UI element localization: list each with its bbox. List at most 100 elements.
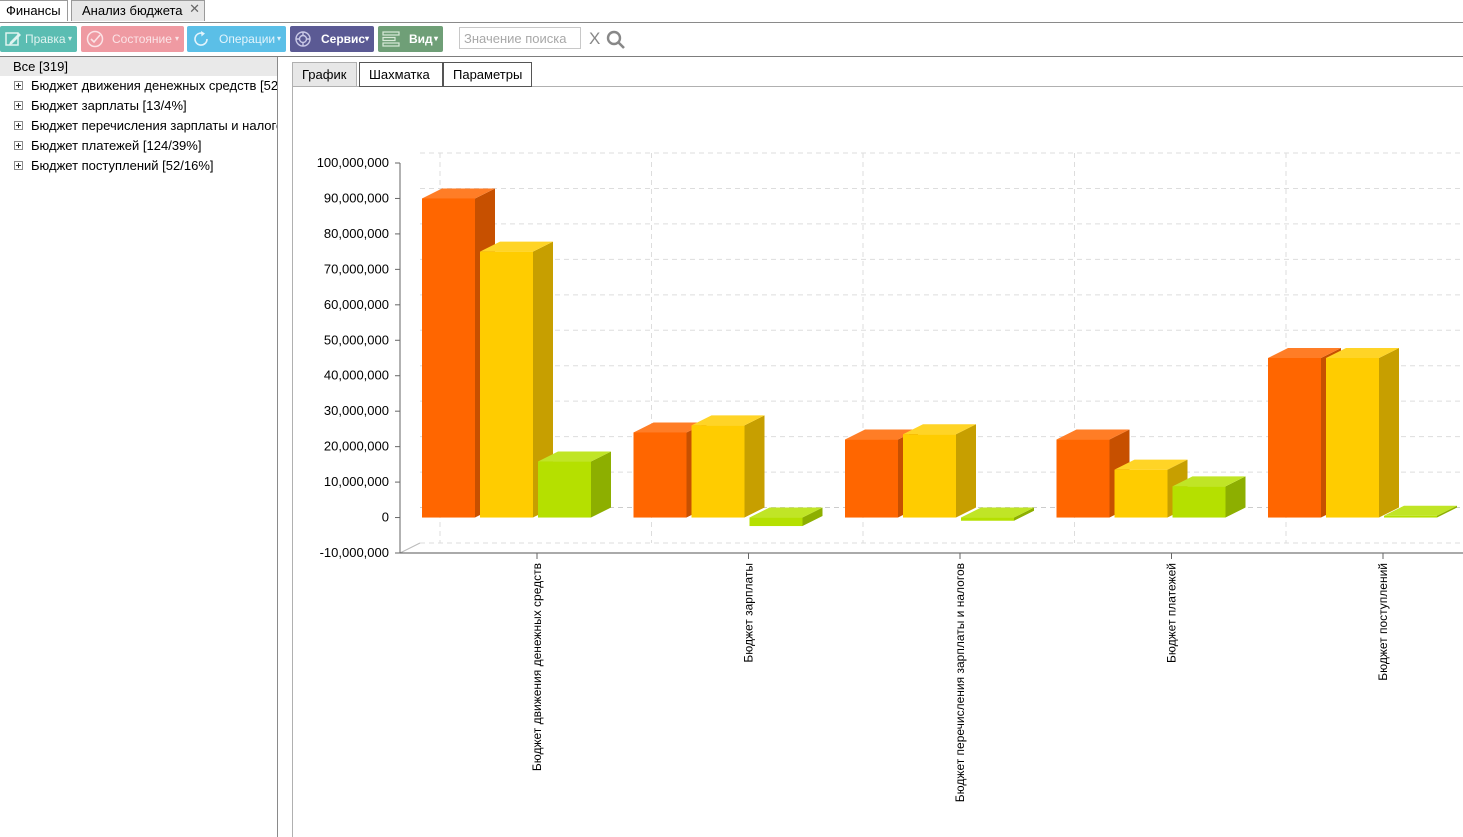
service-button-label: Сервис (321, 32, 366, 46)
bar (845, 439, 898, 518)
operations-button-label: Операции (219, 32, 276, 46)
bar-top (691, 415, 765, 426)
expand-plus-icon[interactable] (14, 161, 23, 170)
bar (1268, 358, 1321, 518)
expand-plus-icon[interactable] (14, 81, 23, 90)
bar (422, 198, 475, 518)
x-tick-label: Бюджет перечисления зарплаты и налогов (953, 563, 967, 802)
bar-top (749, 507, 823, 518)
bar-top (961, 507, 1034, 518)
tree-item-label: Бюджет зарплаты [13/4%] (31, 98, 187, 113)
bar-side (1437, 505, 1457, 518)
clear-search-button[interactable]: X (589, 29, 601, 48)
bar (1326, 358, 1379, 518)
bar (1172, 486, 1226, 518)
expand-plus-icon[interactable] (14, 141, 23, 150)
bar-side (744, 415, 765, 518)
y-tick-label: 40,000,000 (324, 368, 389, 383)
y-tick-label: 80,000,000 (324, 226, 389, 241)
bar (749, 517, 803, 527)
pencil-icon (5, 32, 21, 46)
tab-budget-analysis-label: Анализ бюджета (82, 3, 183, 18)
chevron-down-icon: ▾ (365, 34, 370, 43)
y-tick-label: 60,000,000 (324, 297, 389, 312)
bar-side (1379, 348, 1399, 518)
bar (1384, 515, 1437, 518)
state-button[interactable]: Состояние ▾ (81, 26, 184, 52)
y-tick-label: 100,000,000 (317, 155, 389, 170)
search-icon[interactable] (606, 30, 626, 50)
edit-button-label: Правка (25, 32, 66, 46)
budget-tree-panel: Все [319] Бюджет движения денежных средс… (0, 57, 278, 837)
bar (480, 251, 533, 518)
chart-frame (292, 86, 1463, 837)
bar-top (1172, 476, 1246, 487)
tree-item-label: Бюджет поступлений [52/16%] (31, 158, 214, 173)
state-button-label: Состояние (112, 32, 172, 46)
view-button[interactable]: Вид ▾ (378, 26, 443, 52)
tab-grid[interactable]: Шахматка (359, 62, 443, 87)
chevron-down-icon: ▾ (434, 34, 439, 43)
y-tick-label: 0 (382, 510, 389, 525)
list-icon (382, 31, 400, 47)
y-tick-label: 20,000,000 (324, 439, 389, 454)
y-tick-label: -10,000,000 (320, 545, 389, 560)
bar (961, 517, 1014, 521)
check-circle-icon (86, 30, 104, 48)
tab-finance-label: Финансы (6, 3, 61, 18)
y-tick-label: 50,000,000 (324, 332, 389, 347)
bar (538, 461, 591, 518)
x-tick-label: Бюджет зарплаты (742, 563, 756, 663)
bar-top (903, 424, 976, 435)
bar-top (633, 422, 707, 433)
tree-item-label: Бюджет платежей [124/39%] (31, 138, 202, 153)
x-tick-label: Бюджет движения денежных средств (530, 563, 544, 771)
service-button[interactable]: Сервис ▾ (290, 26, 374, 52)
bar-top (1326, 348, 1399, 358)
expand-plus-icon[interactable] (14, 101, 23, 110)
bar-top (422, 188, 495, 199)
tree-root-all[interactable]: Все [319] (0, 57, 277, 76)
bar-top (1056, 429, 1130, 440)
close-tab-icon[interactable]: ✕ (189, 1, 200, 16)
operations-button[interactable]: Операции ▾ (187, 26, 286, 52)
chevron-down-icon: ▾ (277, 34, 282, 43)
y-tick-label: 10,000,000 (324, 474, 389, 489)
x-tick-label: Бюджет платежей (1165, 563, 1179, 663)
toolbar: Правка ▾ Состояние ▾ Операции ▾ Сервис ▾ (0, 23, 1463, 57)
y-tick-label: 90,000,000 (324, 190, 389, 205)
chevron-down-icon: ▾ (68, 34, 73, 43)
view-button-label: Вид (409, 32, 433, 46)
y-tick-label: 30,000,000 (324, 403, 389, 418)
bar (903, 434, 956, 518)
search-input[interactable] (459, 27, 581, 49)
budget-bar-chart: 100,000,000 90,000,000 80,000,000 70,000,00… (317, 152, 1463, 802)
bar-top (1268, 348, 1341, 358)
x-tick-label: Бюджет поступлений (1376, 563, 1390, 681)
tree-item-label: Бюджет движения денежных средств [52/16%… (31, 78, 278, 93)
gear-icon (295, 31, 311, 47)
refresh-icon (194, 31, 208, 46)
bar-side (802, 507, 823, 527)
bar-side (956, 424, 976, 518)
bar-side (533, 241, 553, 518)
expand-plus-icon[interactable] (14, 121, 23, 130)
bar-top (480, 241, 553, 252)
tab-finance[interactable]: Финансы (0, 0, 68, 21)
tab-parameters[interactable]: Параметры (443, 62, 532, 87)
bar-side (1225, 476, 1246, 518)
bar (1056, 439, 1110, 518)
tab-budget-analysis[interactable]: Анализ бюджета ✕ (71, 0, 205, 21)
bar (1114, 469, 1168, 518)
tab-chart[interactable]: График (292, 62, 357, 87)
bar (691, 425, 745, 518)
bar-top (538, 451, 611, 462)
bar-side (591, 451, 611, 518)
document-tab-strip: Финансы Анализ бюджета ✕ (0, 0, 1463, 23)
tree-item-label: Бюджет перечисления зарплаты и налогов [… (31, 118, 277, 133)
bar-side (1014, 507, 1034, 521)
bar-top (1384, 505, 1457, 516)
y-tick-label: 70,000,000 (324, 261, 389, 276)
edit-button[interactable]: Правка ▾ (0, 26, 77, 52)
bar-top (1114, 459, 1188, 470)
